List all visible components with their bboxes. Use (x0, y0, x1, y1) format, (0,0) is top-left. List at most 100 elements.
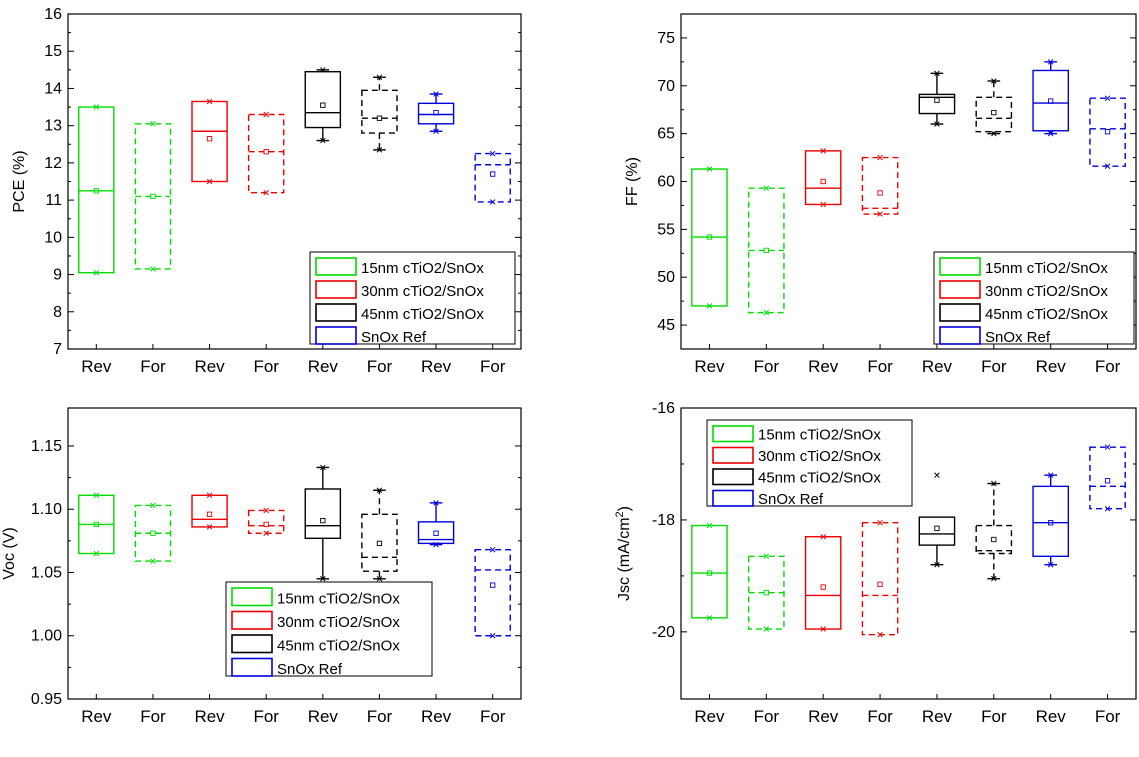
mean-marker (934, 97, 940, 103)
box-6 (361, 487, 398, 582)
max-marker (206, 98, 213, 105)
x-tick-label: Rev (922, 357, 953, 376)
y-tick-label: 12 (44, 155, 62, 172)
y-tick-label: 7 (53, 341, 62, 358)
max-marker (877, 154, 883, 161)
min-marker (376, 147, 383, 153)
mean-marker (320, 517, 326, 524)
legend-swatch (712, 468, 754, 486)
box-body (78, 106, 115, 274)
box-6 (975, 78, 1013, 137)
legend: 15nm cTiO2/SnOx 30nm cTiO2/SnOx 45nm cTiO2… (933, 251, 1135, 346)
legend-swatch (939, 257, 981, 276)
box-body (975, 524, 1013, 555)
box-body (691, 524, 728, 619)
y-tick-label: -20 (652, 624, 675, 641)
x-tick-label: Rev (421, 707, 452, 726)
min-marker (763, 626, 770, 632)
x-tick-label: For (140, 357, 166, 376)
y-tick-label: -16 (652, 400, 675, 417)
y-tick-label: 0.95 (31, 691, 62, 708)
legend-swatch (315, 257, 357, 276)
max-marker (1047, 472, 1054, 478)
box-5 (918, 70, 956, 127)
min-marker (763, 309, 770, 316)
box-8 (474, 150, 511, 205)
mean-marker (877, 190, 883, 196)
min-marker (706, 615, 713, 621)
mean-marker (376, 540, 383, 547)
box-body (918, 516, 956, 546)
min-marker (1104, 505, 1111, 512)
max-marker (433, 91, 439, 97)
box-8 (1089, 95, 1126, 169)
chart-panel-2: 45 50 55 60 65 70 75 Rev For Rev For Rev For Rev For FF… (624, 13, 1137, 376)
max-marker (991, 78, 997, 84)
y-tick-label: 50 (657, 269, 675, 286)
mean-marker (263, 521, 269, 528)
mean-marker (1104, 478, 1111, 484)
box-3 (804, 148, 842, 208)
x-tick-label: Rev (308, 707, 339, 726)
min-marker (489, 632, 496, 639)
box-2 (747, 553, 785, 632)
box-body (1032, 69, 1070, 132)
x-tick-label: Rev (81, 707, 112, 726)
max-marker (991, 480, 997, 487)
min-marker (877, 211, 883, 217)
y-tick-label: 8 (53, 304, 62, 321)
min-marker (489, 199, 496, 205)
x-tick-label: Rev (81, 357, 112, 376)
x-tick-label: For (981, 357, 1007, 376)
mean-marker (263, 149, 269, 155)
box-body (361, 89, 398, 134)
mean-marker (376, 115, 383, 121)
min-marker (991, 130, 997, 137)
mean-marker (490, 171, 496, 177)
box-body (804, 150, 842, 206)
box-1 (691, 522, 728, 621)
x-tick-label: For (981, 707, 1007, 726)
min-marker (934, 121, 940, 127)
min-marker (206, 524, 213, 530)
box-7 (417, 500, 455, 548)
box-6 (975, 480, 1013, 582)
box-5 (304, 67, 342, 144)
y-tick-label: 14 (44, 80, 62, 97)
legend-swatch (231, 587, 273, 607)
x-tick-label: For (253, 357, 279, 376)
box-6 (361, 74, 398, 153)
mean-marker (490, 582, 496, 588)
x-tick-label: Rev (1036, 707, 1067, 726)
x-tick-label: Rev (1036, 357, 1067, 376)
legend-label: 15nm cTiO2/SnOx (758, 427, 881, 444)
y-tick-label: 1.05 (31, 564, 62, 581)
mean-marker (763, 590, 769, 596)
min-marker (1047, 561, 1054, 568)
mean-marker (706, 234, 713, 240)
box-body (304, 488, 342, 540)
y-tick-label: 10 (44, 229, 62, 246)
mean-marker (820, 178, 826, 185)
min-marker (934, 561, 940, 568)
legend-swatch (231, 610, 273, 630)
y-tick-label: 55 (657, 221, 675, 238)
box-2 (747, 185, 785, 316)
box-2 (134, 121, 172, 272)
y-tick-label: 45 (657, 317, 675, 334)
max-marker (320, 67, 326, 73)
x-tick-label: Rev (194, 707, 225, 726)
max-marker (489, 546, 496, 553)
box-1 (691, 166, 728, 309)
y-tick-label: 65 (657, 126, 675, 143)
x-tick-label: Rev (922, 707, 953, 726)
y-axis-label: Voc (V) (1, 527, 18, 579)
max-marker (820, 533, 826, 540)
x-tick-label: Rev (694, 357, 725, 376)
mean-marker (934, 525, 940, 531)
max-marker (263, 111, 269, 118)
min-marker (1104, 163, 1111, 169)
min-marker (991, 575, 997, 582)
max-marker (934, 472, 940, 478)
y-axis-label: PCE (%) (11, 150, 28, 212)
